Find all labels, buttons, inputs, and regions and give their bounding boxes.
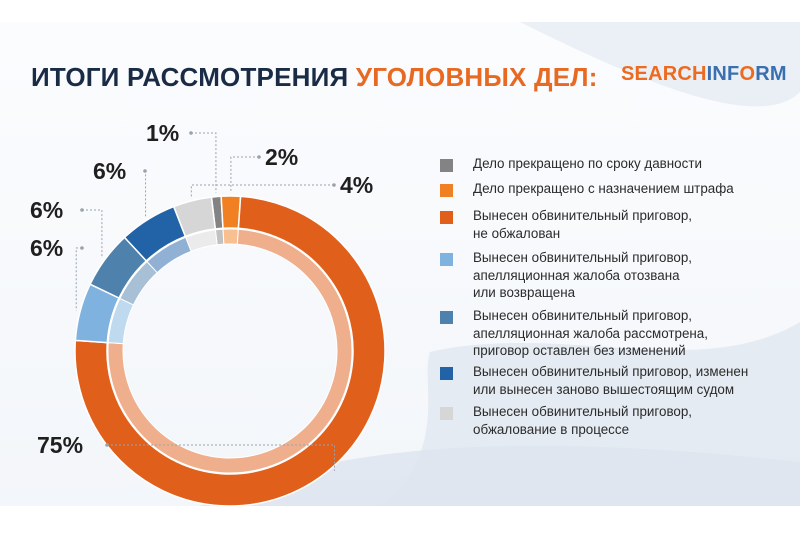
donut-slice-3 xyxy=(74,195,386,507)
legend-swatch xyxy=(440,367,453,380)
logo-o-text: O xyxy=(739,63,756,85)
donut-slice-7 xyxy=(172,196,217,238)
leader-dot-7 xyxy=(332,183,336,187)
data-label-4: 6% xyxy=(30,235,63,261)
data-label-3: 75% xyxy=(37,432,83,458)
leader-line-2 xyxy=(230,156,259,193)
title-main: ИТОГИ РАССМОТРЕНИЯ xyxy=(31,62,349,92)
legend-label: Вынесен обвинительный приговор, не обжал… xyxy=(473,208,693,241)
data-labels: 1% 2% 75% 6% 6% 6% 4% xyxy=(30,120,373,471)
leader-dot-3 xyxy=(105,443,109,447)
legend-swatch xyxy=(440,159,453,172)
logo-search-text: SEARCH xyxy=(621,63,707,85)
leader-line-6 xyxy=(145,170,147,217)
data-label-2: 2% xyxy=(265,144,298,170)
data-label-1: 1% xyxy=(146,120,179,146)
searchinform-logo: SEARCHINFORM xyxy=(621,63,787,86)
legend-label: Вынесен обвинительный приговор, обжалова… xyxy=(473,404,693,437)
legend-label: Вынесен обвинительный приговор, апелляци… xyxy=(473,308,708,358)
legend-label: Дело прекращено по сроку давности xyxy=(473,156,702,171)
logo-rm-text: RM xyxy=(755,63,787,85)
data-label-5: 6% xyxy=(30,197,63,223)
legend-swatch xyxy=(440,211,453,224)
legend-label: Вынесен обвинительный приговор, изменен … xyxy=(473,364,749,397)
leader-dot-1 xyxy=(189,131,193,135)
logo-inf-text: INF xyxy=(706,63,740,85)
title-accent: УГОЛОВНЫХ ДЕЛ: xyxy=(355,62,598,92)
leader-dot-4 xyxy=(80,246,84,250)
leader-dot-6 xyxy=(143,169,147,173)
page-title: ИТОГИ РАССМОТРЕНИЯ УГОЛОВНЫХ ДЕЛ: xyxy=(31,62,598,93)
background-swoosh xyxy=(200,22,800,506)
legend-label: Вынесен обвинительный приговор, апелляци… xyxy=(473,250,693,300)
data-label-7: 4% xyxy=(340,172,373,198)
legend-label: Дело прекращено с назначением штрафа xyxy=(473,181,734,196)
legend-swatch xyxy=(440,184,453,197)
legend-swatch xyxy=(440,253,453,266)
data-label-6: 6% xyxy=(93,158,126,184)
legend-swatch xyxy=(440,407,453,420)
donut-slice-inner-2 xyxy=(222,228,239,245)
leader-dot-2 xyxy=(257,155,261,159)
leader-line-4 xyxy=(75,247,82,311)
leader-line-7 xyxy=(190,184,334,197)
leader-line-5 xyxy=(82,209,103,257)
leader-line-1 xyxy=(191,132,217,193)
donut-outer-ring xyxy=(74,195,386,507)
leader-line-3 xyxy=(107,444,335,471)
donut-inner-ring xyxy=(107,228,353,474)
donut-slice-inner-3 xyxy=(107,228,353,474)
donut-slice-2 xyxy=(220,195,242,230)
donut-slice-inner-7 xyxy=(185,229,218,252)
leader-dot-5 xyxy=(80,208,84,212)
legend-swatch xyxy=(440,311,453,324)
